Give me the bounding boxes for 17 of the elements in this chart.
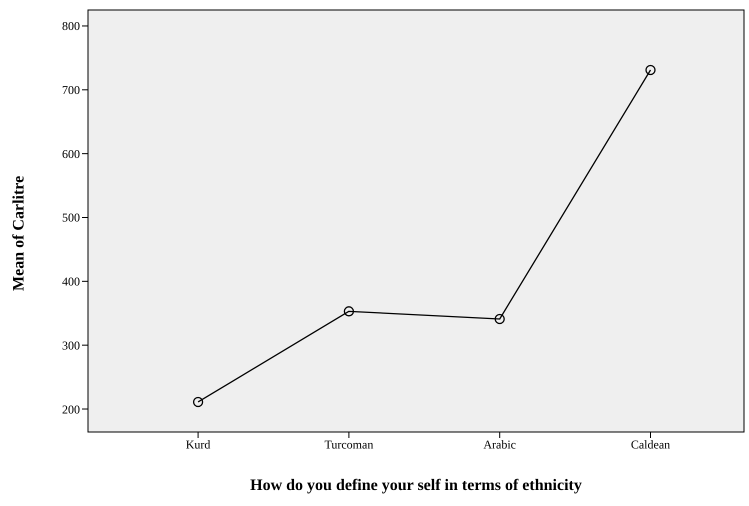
x-axis-title: How do you define your self in terms of ethnicity <box>250 477 582 494</box>
point <box>645 64 656 76</box>
y-tick-label: 300 <box>62 338 80 352</box>
y-axis-title: Mean of Carlitre <box>10 176 28 291</box>
y-tick-label: 600 <box>62 146 80 161</box>
point <box>192 396 204 408</box>
y-tick-label: 400 <box>62 274 80 289</box>
point <box>344 306 354 316</box>
x-tick-label: Arabic <box>483 438 516 452</box>
y-tick-label: 200 <box>62 402 80 416</box>
y-tick-label: 500 <box>62 210 80 225</box>
x-tick-label: Kurd <box>186 438 210 452</box>
x-tick-label: Caldean <box>630 438 670 452</box>
point <box>494 314 505 324</box>
y-tick-label: 800 <box>62 19 80 34</box>
x-tick-label: Turcoman <box>324 438 374 452</box>
y-tick-label: 700 <box>62 83 80 98</box>
